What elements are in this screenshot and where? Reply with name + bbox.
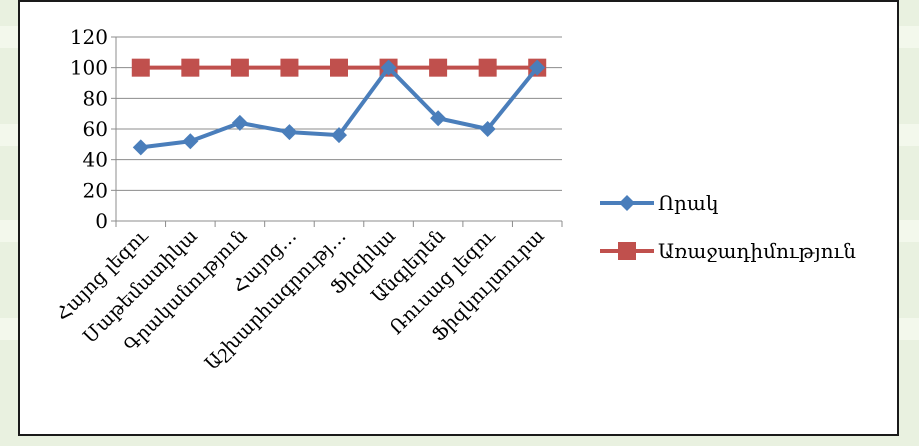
y-tick-label: 80 [83, 86, 108, 110]
data-point [380, 59, 397, 76]
x-axis-ticks: Հայոց լեզուՄաթեմատիկաԳրականությունՀայոց…… [52, 221, 563, 375]
series-2 [131, 58, 547, 77]
series-1 [132, 59, 546, 156]
data-point [281, 124, 298, 141]
y-tick-label: 0 [95, 209, 108, 233]
data-point [131, 58, 150, 77]
data-point [330, 58, 348, 77]
data-point [479, 121, 496, 137]
data-point [181, 58, 200, 77]
legend: Որակ Առաջադիմություն [600, 191, 856, 263]
y-tick-label: 40 [83, 148, 108, 172]
data-point [280, 58, 299, 77]
y-tick-label: 120 [70, 25, 108, 49]
legend-marker [619, 195, 635, 211]
legend-item-1: Որակ [600, 191, 718, 215]
series-layer [131, 58, 547, 156]
y-axis-ticks: 0 20 40 60 80 100 120 [70, 25, 116, 233]
legend-item-2: Առաջադիմություն [600, 239, 856, 263]
chart-frame [18, 0, 899, 436]
data-point [529, 59, 546, 76]
data-point [132, 139, 149, 156]
data-point [182, 133, 199, 150]
legend-label: Առաջադիմություն [658, 239, 856, 263]
y-tick-label: 100 [70, 56, 108, 80]
data-point [231, 114, 248, 131]
data-point [429, 58, 448, 77]
data-point [478, 58, 497, 77]
legend-label: Որակ [658, 191, 718, 215]
data-point [430, 110, 447, 127]
data-point [331, 127, 347, 144]
data-point [230, 58, 249, 77]
y-tick-label: 60 [83, 117, 108, 141]
legend-marker [618, 242, 636, 260]
y-tick-label: 20 [83, 178, 108, 202]
